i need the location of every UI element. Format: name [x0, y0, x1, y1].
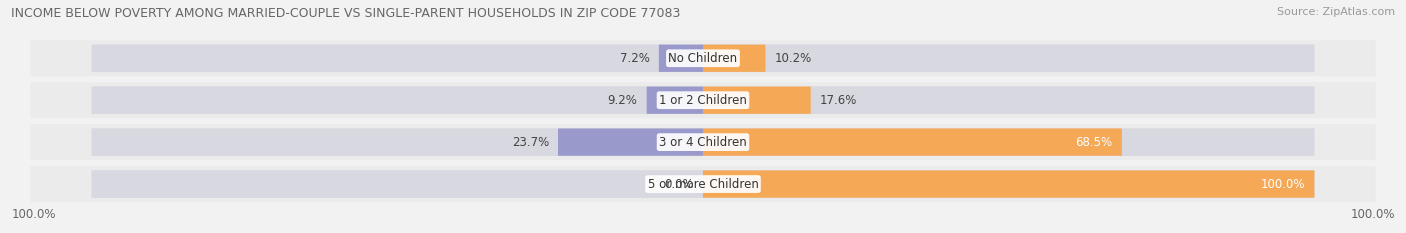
FancyBboxPatch shape	[659, 45, 703, 72]
FancyBboxPatch shape	[703, 171, 1315, 198]
FancyBboxPatch shape	[91, 128, 703, 156]
FancyBboxPatch shape	[703, 128, 1315, 156]
FancyBboxPatch shape	[647, 87, 703, 114]
Text: Source: ZipAtlas.com: Source: ZipAtlas.com	[1277, 7, 1395, 17]
Text: 100.0%: 100.0%	[1261, 178, 1305, 191]
FancyBboxPatch shape	[703, 45, 765, 72]
FancyBboxPatch shape	[31, 40, 1375, 76]
Text: 17.6%: 17.6%	[820, 94, 858, 107]
FancyBboxPatch shape	[31, 166, 1375, 202]
FancyBboxPatch shape	[703, 129, 1122, 156]
Text: 1 or 2 Children: 1 or 2 Children	[659, 94, 747, 107]
FancyBboxPatch shape	[703, 45, 1315, 72]
FancyBboxPatch shape	[91, 170, 703, 198]
Text: 9.2%: 9.2%	[607, 94, 637, 107]
Text: 5 or more Children: 5 or more Children	[648, 178, 758, 191]
Text: 68.5%: 68.5%	[1076, 136, 1112, 149]
Text: 0.0%: 0.0%	[664, 178, 693, 191]
Text: INCOME BELOW POVERTY AMONG MARRIED-COUPLE VS SINGLE-PARENT HOUSEHOLDS IN ZIP COD: INCOME BELOW POVERTY AMONG MARRIED-COUPL…	[11, 7, 681, 20]
FancyBboxPatch shape	[91, 86, 703, 114]
FancyBboxPatch shape	[703, 87, 811, 114]
FancyBboxPatch shape	[31, 124, 1375, 160]
FancyBboxPatch shape	[558, 129, 703, 156]
Text: 100.0%: 100.0%	[11, 208, 56, 221]
FancyBboxPatch shape	[703, 86, 1315, 114]
FancyBboxPatch shape	[31, 82, 1375, 118]
Text: 100.0%: 100.0%	[1350, 208, 1395, 221]
Text: No Children: No Children	[668, 52, 738, 65]
Text: 23.7%: 23.7%	[512, 136, 548, 149]
Text: 10.2%: 10.2%	[775, 52, 811, 65]
FancyBboxPatch shape	[91, 45, 703, 72]
FancyBboxPatch shape	[703, 170, 1315, 198]
Text: 7.2%: 7.2%	[620, 52, 650, 65]
Text: 3 or 4 Children: 3 or 4 Children	[659, 136, 747, 149]
